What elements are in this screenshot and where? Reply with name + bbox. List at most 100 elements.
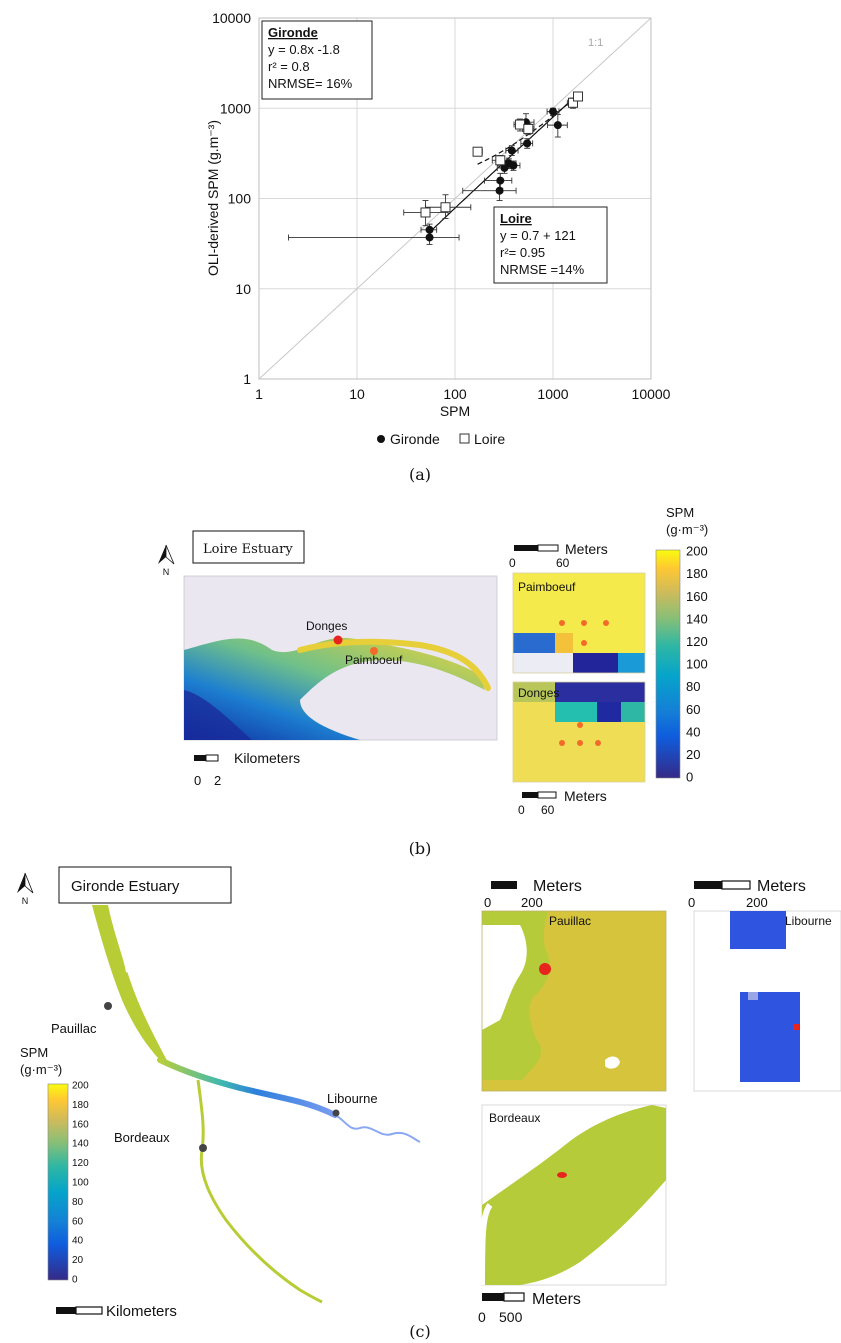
libourne-meters-scalebar: Meters 0 200 (688, 878, 806, 910)
panel-c-label: (c) (409, 1322, 430, 1341)
point-gironde (549, 107, 557, 116)
legend-marker-loire (459, 433, 470, 444)
x-tick-label: 1000 (537, 386, 568, 402)
pauillac-marker (104, 1002, 112, 1010)
colorbar-tick-label: 0 (72, 1275, 78, 1286)
colorbar-tick-label: 100 (72, 1178, 89, 1189)
point-gironde (425, 233, 434, 242)
svg-text:SPM: SPM (666, 505, 694, 520)
point-gironde (496, 176, 505, 185)
colorbar-tick-label: 160 (686, 589, 708, 604)
inset-label-pauillac: Pauillac (549, 914, 591, 928)
point-loire (573, 91, 584, 102)
svg-text:2: 2 (214, 773, 221, 788)
legend: Gironde Loire (377, 431, 505, 447)
loire-map-panel: N Loire Estuary Donges Paimboeuf Kilomet… (158, 505, 708, 858)
colorbar-tick-label: 200 (686, 544, 708, 559)
y-tick-label: 100 (228, 191, 252, 207)
site-label-pauillac: Pauillac (51, 1021, 97, 1036)
svg-text:(g·m⁻³): (g·m⁻³) (20, 1062, 62, 1077)
north-label: N (22, 896, 29, 906)
legend-marker-gironde (377, 435, 385, 443)
point-loire (420, 207, 431, 218)
svg-text:0: 0 (194, 773, 201, 788)
paimboeuf-inset: Paimboeuf (512, 572, 646, 674)
loire-nrmse: NRMSE =14% (500, 262, 585, 277)
axis-ticks: 1 10 100 1000 10000 1 10 100 1000 10000 (212, 10, 671, 402)
point-gironde (507, 146, 516, 155)
point-loire (523, 123, 534, 134)
svg-text:0: 0 (484, 895, 491, 910)
bordeaux-inset: Bordeaux (479, 1104, 667, 1286)
svg-text:Meters: Meters (565, 541, 608, 557)
gironde-equation: y = 0.8x -1.8 (268, 42, 340, 57)
north-arrow-icon: N (17, 872, 34, 906)
colorbar-tick-label: 60 (72, 1216, 84, 1227)
svg-text:500: 500 (499, 1309, 523, 1325)
north-label: N (163, 567, 170, 577)
point-gironde (425, 225, 434, 234)
bordeaux-marker (199, 1144, 207, 1152)
colorbar-tick-label: 140 (686, 611, 708, 626)
svg-text:Meters: Meters (533, 878, 582, 895)
colorbar-tick-label: 120 (72, 1158, 89, 1169)
point-gironde (509, 161, 518, 170)
y-tick-label: 10 (235, 281, 251, 297)
point-loire (495, 155, 506, 166)
svg-text:200: 200 (521, 895, 543, 910)
point-gironde (523, 139, 532, 148)
colorbar-tick-label: 180 (686, 566, 708, 581)
svg-text:Kilometers: Kilometers (106, 1303, 177, 1320)
colorbar-tick-label: 200 (72, 1081, 89, 1092)
legend-label-loire: Loire (474, 431, 505, 447)
gironde-r2: r² = 0.8 (268, 59, 310, 74)
colorbar-tick-label: 0 (686, 770, 693, 785)
inset-label-paimboeuf: Paimboeuf (518, 580, 576, 594)
colorbar-tick-label: 60 (686, 702, 700, 717)
x-tick-label: 100 (443, 386, 467, 402)
loire-main-map: Donges Paimboeuf (183, 575, 498, 741)
data-points (288, 91, 584, 245)
svg-text:(g·m⁻³): (g·m⁻³) (666, 522, 708, 537)
colorbar-tick-label: 80 (686, 679, 700, 694)
x-tick-label: 1 (255, 386, 263, 402)
svg-text:0: 0 (509, 556, 516, 570)
point-loire (568, 97, 579, 108)
colorbar-tick-label: 180 (72, 1100, 89, 1111)
svg-text:Meters: Meters (757, 878, 806, 895)
point-loire (514, 119, 525, 130)
gironde-stats-title: Gironde (268, 25, 318, 40)
colorbar-tick-label: 120 (686, 634, 708, 649)
legend-label-gironde: Gironde (390, 431, 440, 447)
paimboeuf-meters-scalebar: Meters 0 60 (509, 541, 608, 570)
svg-text:Meters: Meters (564, 788, 607, 804)
y-tick-label: 1000 (220, 100, 251, 116)
site-label-donges: Donges (306, 619, 347, 633)
svg-text:200: 200 (746, 895, 768, 910)
scatter-chart: 1:1 1 10 100 1000 10000 1 10 100 1000 10000 Giron… (205, 10, 671, 484)
loire-r2: r²= 0.95 (500, 245, 545, 260)
donges-inset: Donges (512, 681, 646, 783)
loire-stats-title: Loire (500, 211, 532, 226)
gironde-nrmse: NRMSE= 16% (268, 76, 353, 91)
identity-label: 1:1 (588, 37, 603, 49)
pauillac-inset: Pauillac (481, 910, 667, 1092)
plot-frame (258, 17, 652, 380)
panel-b-label: (b) (409, 839, 432, 858)
point-loire (472, 146, 483, 157)
gironde-map-panel: N Gironde Estuary Pauillac Libourne Bord… (17, 866, 841, 1341)
loire-km-scalebar: Kilometers 0 2 (194, 750, 300, 788)
x-tick-label: 10 (349, 386, 365, 402)
svg-text:0: 0 (518, 803, 525, 817)
gironde-main-map: Pauillac Libourne Bordeaux (51, 905, 421, 1304)
site-label-paimboeuf: Paimboeuf (345, 653, 403, 667)
donges-meters-scalebar: Meters 0 60 (518, 788, 607, 817)
libourne-inset: Libourne (693, 910, 841, 1092)
bordeaux-meters-scalebar: Meters 0 500 (478, 1291, 581, 1325)
north-arrow-icon: N (158, 544, 175, 577)
svg-text:Kilometers: Kilometers (234, 750, 300, 766)
loire-stats-box: Loire y = 0.7 + 121 r²= 0.95 NRMSE =14% (493, 206, 608, 284)
pauillac-meters-scalebar: Meters 0 200 (484, 878, 582, 910)
